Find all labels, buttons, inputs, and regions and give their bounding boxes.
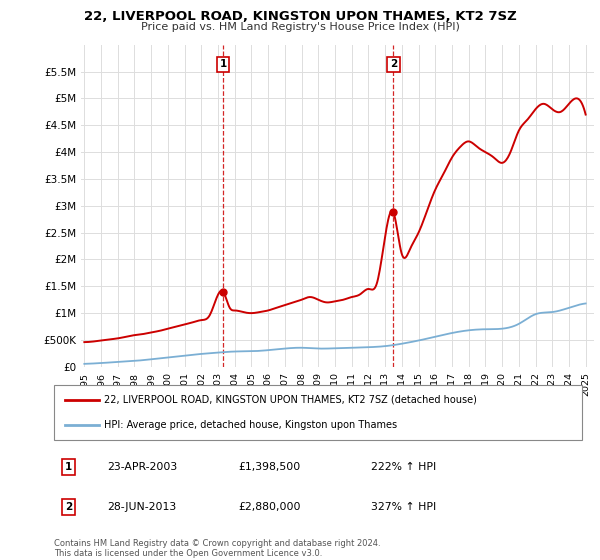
Text: 22, LIVERPOOL ROAD, KINGSTON UPON THAMES, KT2 7SZ: 22, LIVERPOOL ROAD, KINGSTON UPON THAMES… — [83, 10, 517, 23]
Text: 28-JUN-2013: 28-JUN-2013 — [107, 502, 176, 512]
Text: 2: 2 — [65, 502, 73, 512]
Text: 23-APR-2003: 23-APR-2003 — [107, 462, 177, 472]
Text: £2,880,000: £2,880,000 — [239, 502, 301, 512]
FancyBboxPatch shape — [54, 385, 582, 440]
Text: 222% ↑ HPI: 222% ↑ HPI — [371, 462, 436, 472]
Text: 22, LIVERPOOL ROAD, KINGSTON UPON THAMES, KT2 7SZ (detached house): 22, LIVERPOOL ROAD, KINGSTON UPON THAMES… — [104, 395, 477, 404]
Text: Contains HM Land Registry data © Crown copyright and database right 2024.
This d: Contains HM Land Registry data © Crown c… — [54, 539, 380, 558]
Text: 1: 1 — [65, 462, 73, 472]
Text: Price paid vs. HM Land Registry's House Price Index (HPI): Price paid vs. HM Land Registry's House … — [140, 22, 460, 32]
Text: 327% ↑ HPI: 327% ↑ HPI — [371, 502, 436, 512]
Text: 1: 1 — [220, 59, 227, 69]
Text: 2: 2 — [389, 59, 397, 69]
Text: HPI: Average price, detached house, Kingston upon Thames: HPI: Average price, detached house, King… — [104, 420, 397, 430]
Text: £1,398,500: £1,398,500 — [239, 462, 301, 472]
